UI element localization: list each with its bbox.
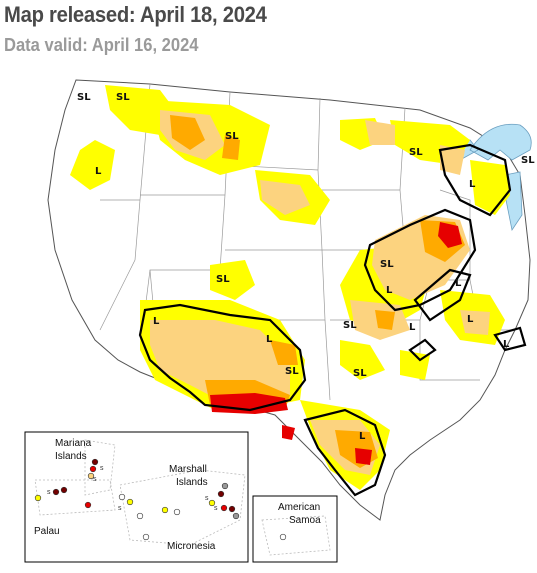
inset-label-palau: Palau (34, 526, 60, 537)
label-l-texas-south: L (359, 431, 366, 442)
label-l-wisconsin: L (469, 179, 476, 190)
inset-american-samoa: American Samoa (252, 495, 338, 563)
map-released-title: Map released: April 18, 2024 (4, 2, 267, 27)
samoa-station-dot (279, 533, 287, 541)
label-l-arkansas: L (409, 322, 416, 333)
station-mark: s (118, 505, 122, 512)
label-l-illinois: L (455, 278, 462, 289)
label-sl-oklahoma: SL (353, 368, 367, 379)
inset-label-marshall: Marshall (169, 464, 207, 475)
label-sl-montana: SL (225, 131, 239, 142)
label-sl-michigan: SL (521, 155, 535, 166)
label-l-missouri: L (386, 285, 393, 296)
label-l-oregon: L (95, 166, 102, 177)
station-mark: s (93, 476, 97, 483)
label-sl-colorado: SL (216, 274, 230, 285)
inset-label-american: American (278, 502, 320, 513)
inset-label-micronesia: Micronesia (167, 541, 216, 552)
inset-label-mariana: Mariana (55, 438, 92, 449)
inset-pacific-islands: Mariana Islands Marshall Islands Palau M… (24, 431, 249, 563)
station-mark: s (47, 489, 51, 496)
label-sl-kansas: SL (343, 320, 357, 331)
impact-labels: SL SL SL SL SL L L SL SL L L L SL L L L … (77, 92, 535, 442)
label-sl-iowa: SL (380, 259, 394, 270)
inset-label-samoa: Samoa (289, 515, 321, 526)
label-sl-northwest-b: SL (116, 92, 130, 103)
label-sl-minnesota: SL (409, 147, 423, 158)
label-sl-texas-west: SL (285, 366, 299, 377)
station-mark: s (214, 505, 218, 512)
inset-label-islands-1: Islands (55, 451, 87, 462)
label-l-newmexico: L (266, 334, 273, 345)
label-l-carolina: L (503, 339, 510, 350)
impact-boundaries (138, 143, 527, 497)
label-sl-northwest-a: SL (77, 92, 91, 103)
station-mark: s (205, 495, 209, 502)
label-l-southwest: L (153, 316, 160, 327)
data-valid-subtitle: Data valid: April 16, 2024 (4, 35, 199, 55)
station-mark: s (100, 465, 104, 472)
label-l-kentucky: L (467, 314, 474, 325)
inset-label-islands-2: Islands (176, 477, 208, 488)
